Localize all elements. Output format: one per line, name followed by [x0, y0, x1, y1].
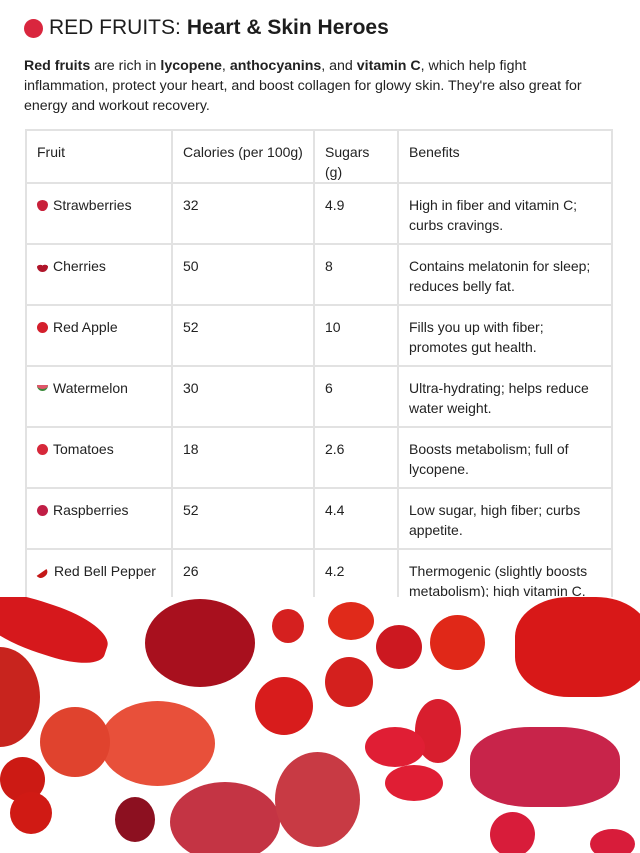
intro-bold: Red fruits — [24, 58, 91, 74]
table-row: Tomatoes 18 2.6 Boosts metabolism; full … — [25, 426, 613, 489]
sugars-cell: 10 — [313, 304, 399, 367]
column-header: Fruit — [25, 129, 173, 184]
intro-text: , — [221, 58, 230, 74]
title-light: RED FRUITS: — [49, 16, 181, 39]
benefits-cell: Boosts metabolism; full of lycopene. — [397, 426, 613, 489]
column-header: Calories (per 100g) — [171, 129, 315, 184]
raspberry-icon — [37, 505, 48, 516]
calories-cell: 52 — [171, 487, 315, 550]
column-header: Benefits — [397, 129, 613, 184]
fruit-name: Red Bell Pepper — [54, 563, 156, 579]
table-header-row: Fruit Calories (per 100g) Sugars (g) Ben… — [25, 129, 613, 184]
title-bold: Heart & Skin Heroes — [186, 16, 389, 39]
calories-cell: 30 — [171, 365, 315, 428]
table-row: Cherries 50 8 Contains melatonin for sle… — [25, 243, 613, 306]
intro-bold: lycopene — [160, 58, 222, 74]
fruit-name: Strawberries — [53, 197, 132, 213]
tomato-icon — [37, 444, 48, 455]
benefits-cell: Low sugar, high fiber; curbs appetite. — [397, 487, 613, 550]
sugars-cell: 4.4 — [313, 487, 399, 550]
table-row: Watermelon 30 6 Ultra-hydrating; helps r… — [25, 365, 613, 428]
pepper-icon — [36, 569, 50, 580]
watermelon-icon — [37, 385, 48, 391]
sugars-cell: 4.9 — [313, 182, 399, 245]
fruit-name: Raspberries — [53, 502, 129, 518]
intro-text: , and — [321, 58, 357, 74]
intro-paragraph: Red fruits are rich in lycopene, anthocy… — [24, 56, 614, 116]
benefits-cell: Ultra-hydrating; helps reduce water weig… — [397, 365, 613, 428]
intro-bold: vitamin C — [356, 58, 421, 74]
calories-cell: 50 — [171, 243, 315, 306]
fruit-cell: Cherries — [25, 243, 173, 306]
table-row: Red Apple 52 10 Fills you up with fiber;… — [25, 304, 613, 367]
fruit-cell: Tomatoes — [25, 426, 173, 489]
calories-cell: 52 — [171, 304, 315, 367]
intro-text: are rich in — [90, 58, 161, 74]
fruit-name: Cherries — [53, 258, 106, 274]
table-row: Strawberries 32 4.9 High in fiber and vi… — [25, 182, 613, 245]
benefits-cell: Contains melatonin for sleep; reduces be… — [397, 243, 613, 306]
fruit-name: Tomatoes — [53, 441, 114, 457]
fruit-name: Red Apple — [53, 319, 118, 335]
calories-cell: 32 — [171, 182, 315, 245]
sugars-cell: 8 — [313, 243, 399, 306]
fruit-cell: Watermelon — [25, 365, 173, 428]
intro-bold: anthocyanins — [229, 58, 322, 74]
table-row: Raspberries 52 4.4 Low sugar, high fiber… — [25, 487, 613, 550]
page-title: RED FRUITS: Heart & Skin Heroes — [24, 16, 389, 40]
sugars-cell: 2.6 — [313, 426, 399, 489]
benefits-cell: Fills you up with fiber; promotes gut he… — [397, 304, 613, 367]
cherries-icon — [37, 261, 48, 272]
apple-icon — [37, 322, 48, 333]
column-header: Sugars (g) — [313, 129, 399, 184]
intro-text: , which help fight inflammation, protect… — [24, 58, 582, 114]
fruit-cell: Raspberries — [25, 487, 173, 550]
benefits-cell: High in fiber and vitamin C; curbs cravi… — [397, 182, 613, 245]
sugars-cell: 6 — [313, 365, 399, 428]
fruit-cell: Strawberries — [25, 182, 173, 245]
calories-cell: 18 — [171, 426, 315, 489]
red-circle-icon — [24, 18, 43, 38]
fruit-cell: Red Apple — [25, 304, 173, 367]
fruit-name: Watermelon — [53, 380, 128, 396]
strawberry-icon — [37, 200, 48, 211]
fruit-table: Fruit Calories (per 100g) Sugars (g) Ben… — [25, 129, 613, 611]
red-fruits-photo — [0, 597, 640, 853]
